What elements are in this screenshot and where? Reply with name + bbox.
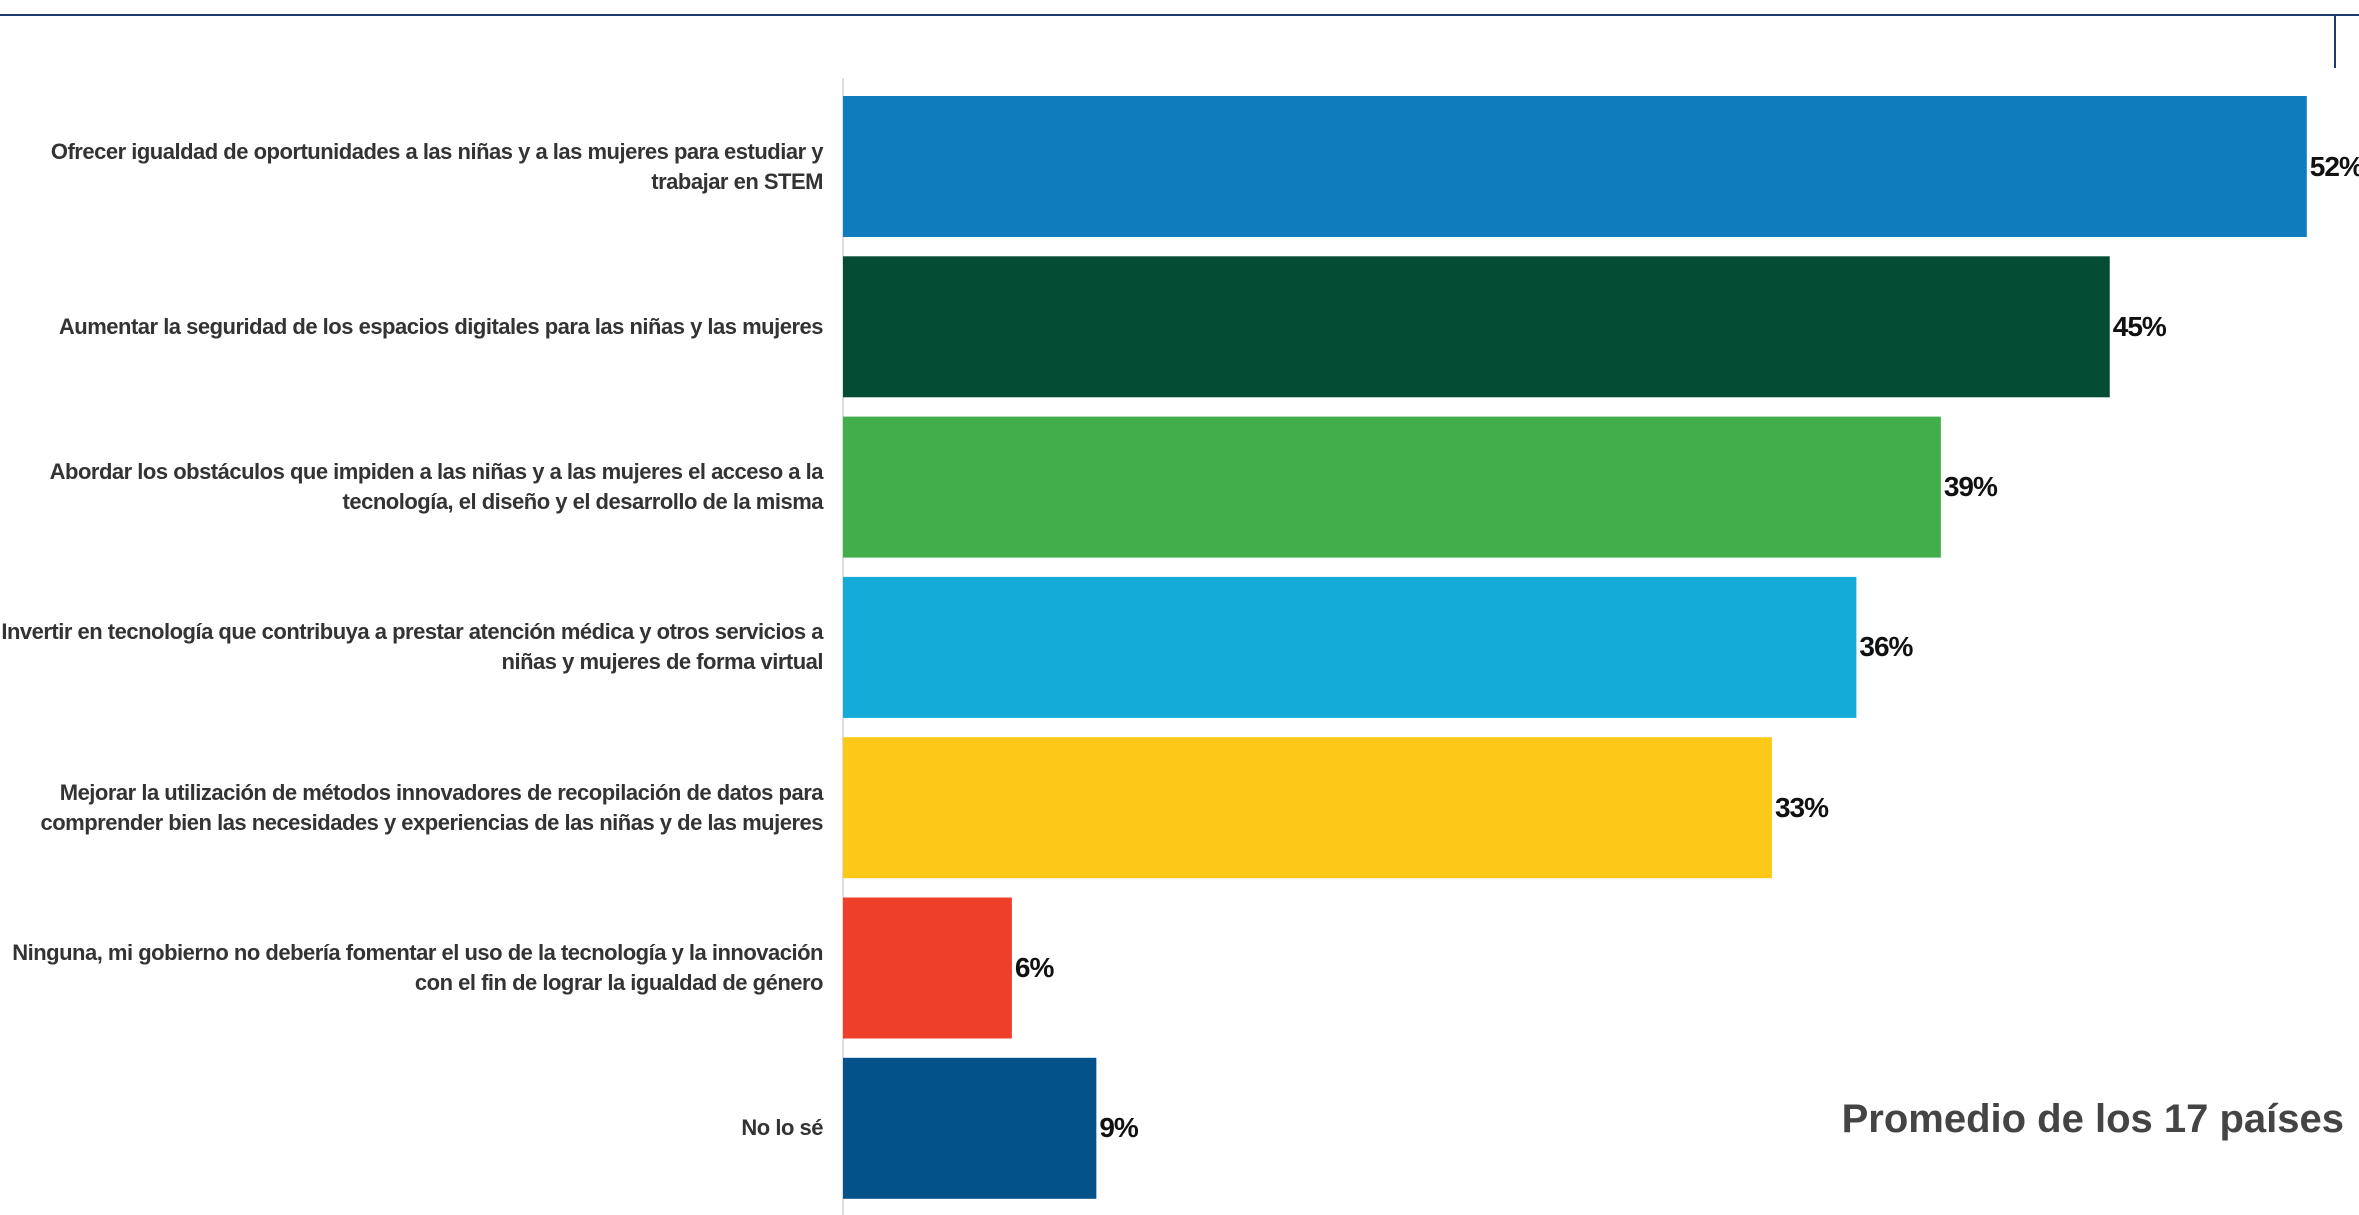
value-label: 33% — [1774, 791, 1829, 823]
value-label: 6% — [1014, 952, 1054, 983]
bar — [843, 416, 1941, 558]
bar — [843, 96, 2307, 237]
category-label: Ofrecer igualdad de oportunidades a las … — [50, 138, 824, 194]
bar — [843, 256, 2110, 398]
value-label: 9% — [1099, 1112, 1138, 1144]
category-label: No lo sé — [741, 1115, 823, 1141]
bar — [843, 897, 1012, 1039]
category-label: Ninguna, mi gobierno no debería fomentar… — [12, 940, 823, 995]
value-label: 36% — [1859, 631, 1913, 663]
value-label: 39% — [1943, 471, 1998, 503]
category-label: Abordar los obstáculos que impiden a las… — [49, 459, 824, 515]
value-label: 45% — [2112, 310, 2167, 342]
bar — [843, 737, 1772, 879]
bar — [843, 1057, 1097, 1199]
value-label: 52% — [2309, 150, 2359, 182]
category-label: Mejorar la utilización de métodos innova… — [40, 779, 823, 835]
bar — [843, 576, 1857, 718]
annotation: Promedio de los 17 países — [1841, 1097, 2344, 1141]
category-label: Invertir en tecnología que contribuya a … — [1, 619, 823, 675]
category-label: Aumentar la seguridad de los espacios di… — [58, 313, 824, 339]
